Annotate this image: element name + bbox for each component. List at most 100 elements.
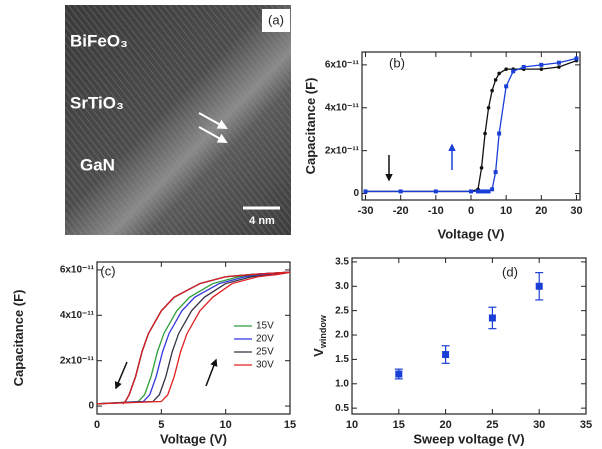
layer-label: GaN: [80, 155, 115, 174]
marker: [493, 78, 498, 82]
y-axis-label-text: Capacitance (F): [303, 78, 318, 175]
panel-label: (b): [389, 55, 405, 70]
x-tick-label: -30: [358, 205, 374, 217]
sweep-arrow: [114, 361, 128, 390]
x-tick-label: 20: [439, 419, 451, 431]
marker: [504, 67, 508, 71]
x-tick-label: 30: [533, 419, 545, 431]
series-line: [96, 271, 291, 405]
y-axis-label-sub: window: [318, 314, 328, 349]
point: [488, 314, 496, 322]
marker: [574, 56, 579, 61]
marker: [504, 84, 509, 89]
scale-bar-label: 4 nm: [249, 215, 275, 227]
panel-a: (a) BiFeO₃ SrTiO₃ GaN 4 nm: [65, 5, 291, 235]
plot-frame: [351, 257, 587, 415]
marker: [398, 189, 403, 194]
x-tick-label: 25: [486, 419, 498, 431]
legend-label: 25V: [256, 347, 274, 358]
y-axis-label: Capacitance (F): [11, 290, 26, 387]
marker: [490, 88, 494, 93]
legend-label: 20V: [256, 334, 274, 345]
marker: [497, 71, 501, 76]
marker: [511, 69, 516, 74]
series-line: [365, 59, 577, 193]
marker: [556, 60, 561, 65]
label-box: [262, 9, 290, 32]
marker: [479, 189, 484, 194]
panel-label: (c): [100, 263, 115, 278]
marker: [476, 189, 481, 194]
marker: [539, 62, 544, 67]
x-axis-label: Sweep voltage (V): [413, 431, 524, 446]
x-axis-label: Voltage (V): [160, 431, 227, 446]
x-tick-label: -20: [393, 205, 409, 217]
y-tick-label: 1.0: [335, 378, 349, 389]
y-tick-label: 0.5: [335, 403, 349, 414]
legend-label: 30V: [256, 360, 274, 371]
marker: [433, 189, 438, 194]
y-axis-label-text: V: [311, 348, 326, 357]
y-tick-label: 2x10⁻¹¹: [60, 355, 95, 366]
y-tick-label: 4x10⁻¹¹: [325, 102, 360, 113]
y-tick-label: 3.0: [335, 281, 349, 292]
layer-label: BiFeO₃: [70, 31, 128, 50]
marker: [490, 187, 495, 192]
x-tick-label: 10: [220, 419, 232, 431]
point: [395, 370, 403, 378]
marker: [483, 189, 488, 194]
y-tick-label: 2.5: [335, 305, 349, 316]
chart: -30 -20 -10 0 10 20 30 0 2x10⁻¹¹ 4x10⁻¹¹ 6x10⁻¹¹ Vo…: [303, 51, 583, 241]
y-tick-label: 4x10⁻¹¹: [60, 310, 95, 321]
y-tick-label: 6x10⁻¹¹: [60, 265, 95, 276]
x-tick-label: -10: [428, 205, 444, 217]
series-line: [365, 57, 577, 193]
y-tick-label: 0: [353, 188, 359, 199]
y-tick-label: 2x10⁻¹¹: [325, 145, 360, 156]
marker: [486, 105, 491, 110]
marker: [469, 189, 473, 194]
y-tick-label: 2.0: [335, 330, 349, 341]
y-tick-label: 6x10⁻¹¹: [325, 60, 360, 71]
x-axis-label: Voltage (V): [438, 226, 505, 241]
y-tick-label: 1.5: [335, 354, 349, 365]
point: [442, 351, 450, 359]
marker: [497, 131, 502, 136]
marker: [539, 67, 544, 71]
marker: [363, 189, 368, 194]
marker: [486, 189, 491, 194]
panel-label: (d): [502, 264, 518, 279]
panel-label: (a): [268, 12, 284, 27]
arrow: [198, 112, 228, 129]
y-axis-label-text: Capacitance (F): [11, 290, 26, 387]
marker: [521, 65, 526, 70]
plot-frame: [361, 51, 581, 201]
marker: [557, 65, 561, 69]
x-tick-label: 35: [580, 419, 592, 431]
x-tick-label: 0: [468, 205, 474, 217]
marker: [483, 131, 487, 136]
point: [535, 282, 543, 290]
x-tick-label: 0: [94, 419, 100, 431]
marker: [493, 170, 498, 175]
arrow: [198, 126, 228, 143]
x-tick-label: 15: [284, 419, 296, 431]
plot-frame: [96, 261, 291, 415]
layer-label: SrTiO₃: [70, 93, 124, 112]
y-tick-label: 0: [88, 401, 94, 412]
lattice-texture: [65, 5, 291, 235]
x-tick-label: 10: [346, 419, 358, 431]
x-tick-label: 5: [158, 419, 164, 431]
x-tick-label: 10: [500, 205, 512, 217]
y-axis-label: Capacitance (F): [303, 78, 318, 175]
legend-label: 15V: [256, 321, 274, 332]
chart: 0 5 10 15 0 2x10⁻¹¹ 4x10⁻¹¹ 6x10⁻¹¹ Voltage (V) C…: [11, 261, 296, 446]
y-axis-label: Vwindow: [311, 314, 328, 357]
x-tick-label: 20: [535, 205, 547, 217]
x-tick-label: 30: [570, 205, 582, 217]
x-tick-label: 15: [393, 419, 405, 431]
sweep-arrow: [205, 358, 218, 387]
